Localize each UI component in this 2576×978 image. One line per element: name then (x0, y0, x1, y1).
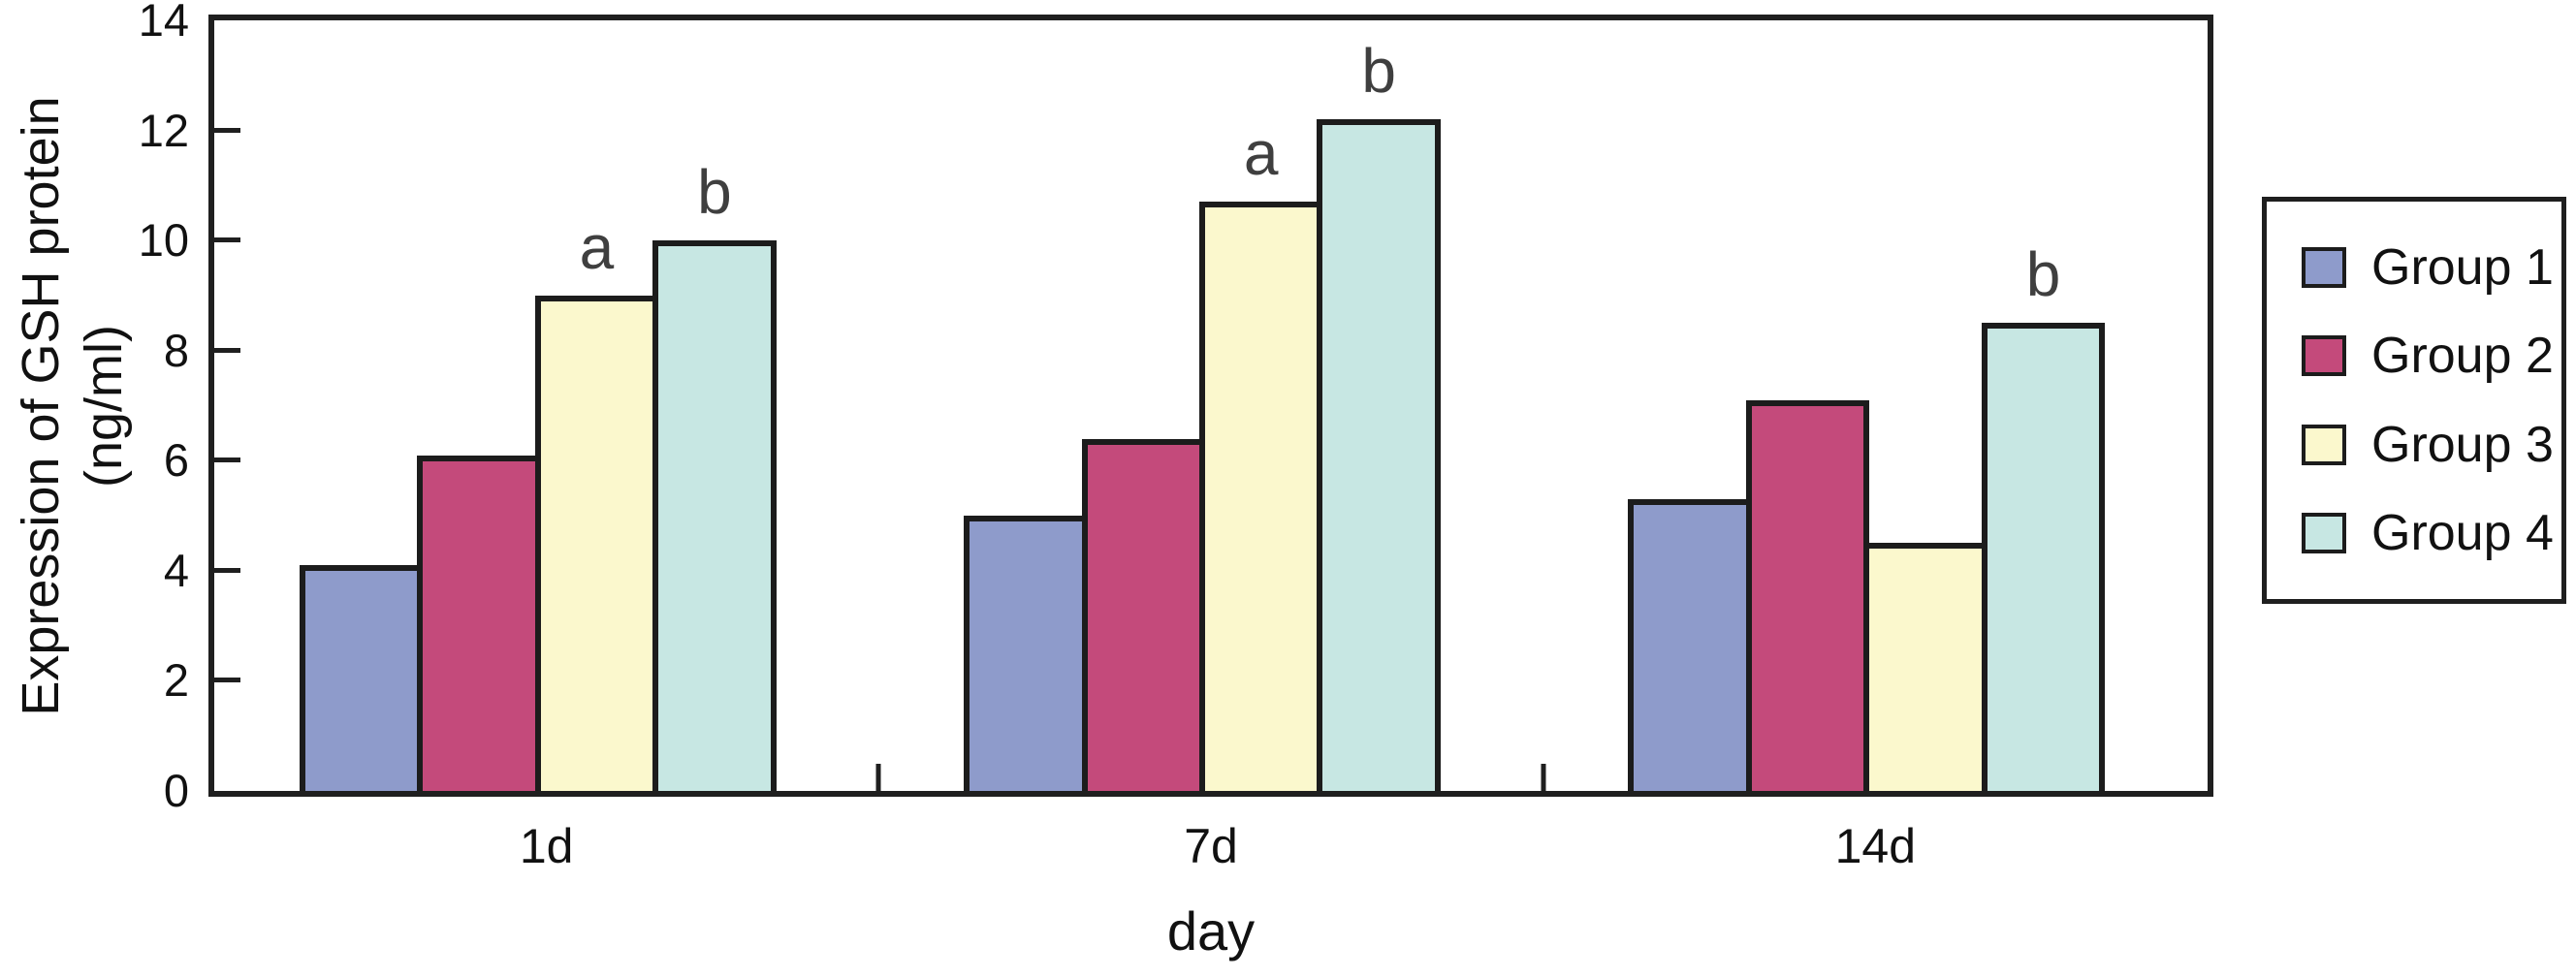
bar-group-3-14d (1863, 543, 1988, 791)
bar-slot-group-4-14d: b (1981, 20, 2106, 791)
y-tick-label-10: 10 (138, 214, 189, 267)
legend-swatch-group-1 (2302, 246, 2346, 288)
bar-slot-group-1-1d (299, 20, 424, 791)
bar-slot-group-4-1d: b (652, 20, 777, 791)
bar-slot-group-3-14d (1863, 20, 1988, 791)
legend-swatch-group-4 (2302, 513, 2346, 554)
bar-group-3-7d (1198, 202, 1323, 791)
bar-slot-group-3-1d: a (534, 20, 659, 791)
bar-slot-group-1-7d (964, 20, 1088, 791)
y-axis-title: Expression of GSH protein (ng/ml) (0, 15, 145, 797)
x-boundary-tick-2 (1541, 764, 1546, 791)
bar-group-2-1d (417, 455, 541, 791)
bar-group-4-14d (1981, 323, 2106, 791)
x-category-label-1d: 1d (519, 819, 574, 873)
bar-group-4-7d (1317, 119, 1441, 791)
bar-slot-group-2-14d (1745, 20, 1870, 791)
y-tick-label-2: 2 (163, 654, 189, 707)
y-tick-label-14: 14 (138, 0, 189, 46)
bar-slot-group-4-7d: b (1317, 20, 1441, 791)
annotation-a-7d: a (1243, 118, 1279, 189)
y-tick-10 (214, 237, 240, 243)
bar-slot-group-1-14d (1628, 20, 1752, 791)
legend-label-group-2: Group 2 (2371, 328, 2554, 385)
annotation-b-7d: b (1361, 36, 1396, 107)
bars-14d: b (1628, 20, 2122, 791)
annotation-a-1d: a (579, 211, 615, 282)
y-tick-label-4: 4 (163, 544, 189, 596)
bar-group-3-1d (534, 295, 659, 791)
annotation-b-1d: b (697, 157, 732, 228)
legend-swatch-group-3 (2302, 424, 2346, 465)
annotation-b-14d: b (2025, 239, 2061, 310)
legend-label-group-1: Group 1 (2371, 238, 2554, 296)
y-tick-label-0: 0 (163, 765, 189, 816)
legend-label-group-4: Group 4 (2371, 505, 2554, 562)
y-tick-label-6: 6 (163, 434, 189, 487)
bar-group-2-7d (1081, 438, 1205, 791)
y-axis-title-text: Expression of GSH protein (ng/ml) (10, 15, 136, 797)
legend-item-group-3: Group 3 (2302, 416, 2561, 474)
bar-group-1-14d (1628, 499, 1752, 791)
bar-slot-group-2-1d (417, 20, 541, 791)
legend-item-group-1: Group 1 (2302, 238, 2561, 297)
bar-slot-group-3-7d: a (1198, 20, 1323, 791)
y-tick-8 (214, 347, 240, 353)
bar-group-1-7d (964, 516, 1088, 791)
bar-group-1-1d (299, 565, 424, 791)
y-axis-title-line1: Expression of GSH protein (12, 95, 71, 716)
plot-area: 0 2 4 6 8 10 12 14 1d a b 7d a b 14d b (139, 0, 2213, 873)
x-boundary-tick-1 (875, 764, 881, 791)
y-axis-title-line2: (ng/ml) (75, 324, 133, 488)
bar-slot-group-2-7d (1081, 20, 1205, 791)
legend-swatch-group-2 (2302, 335, 2346, 377)
y-tick-2 (214, 678, 240, 683)
y-tick-4 (214, 567, 240, 573)
bar-group-4-1d (652, 240, 777, 791)
y-tick-6 (214, 457, 240, 463)
y-tick-label-8: 8 (163, 324, 189, 376)
y-tick-label-12: 12 (138, 104, 189, 156)
x-category-label-7d: 7d (1184, 819, 1238, 873)
x-category-label-14d: 14d (1834, 819, 1917, 873)
legend-label-group-3: Group 3 (2371, 416, 2554, 473)
x-axis-title: day (1166, 900, 1256, 962)
legend-item-group-2: Group 2 (2302, 327, 2561, 385)
bar-group-14d: b (1543, 20, 2208, 791)
legend-item-group-4: Group 4 (2302, 504, 2561, 562)
y-tick-12 (214, 127, 240, 133)
bar-group-2-14d (1745, 399, 1870, 791)
legend: Group 1 Group 2 Group 3 Group 4 (2262, 197, 2566, 604)
